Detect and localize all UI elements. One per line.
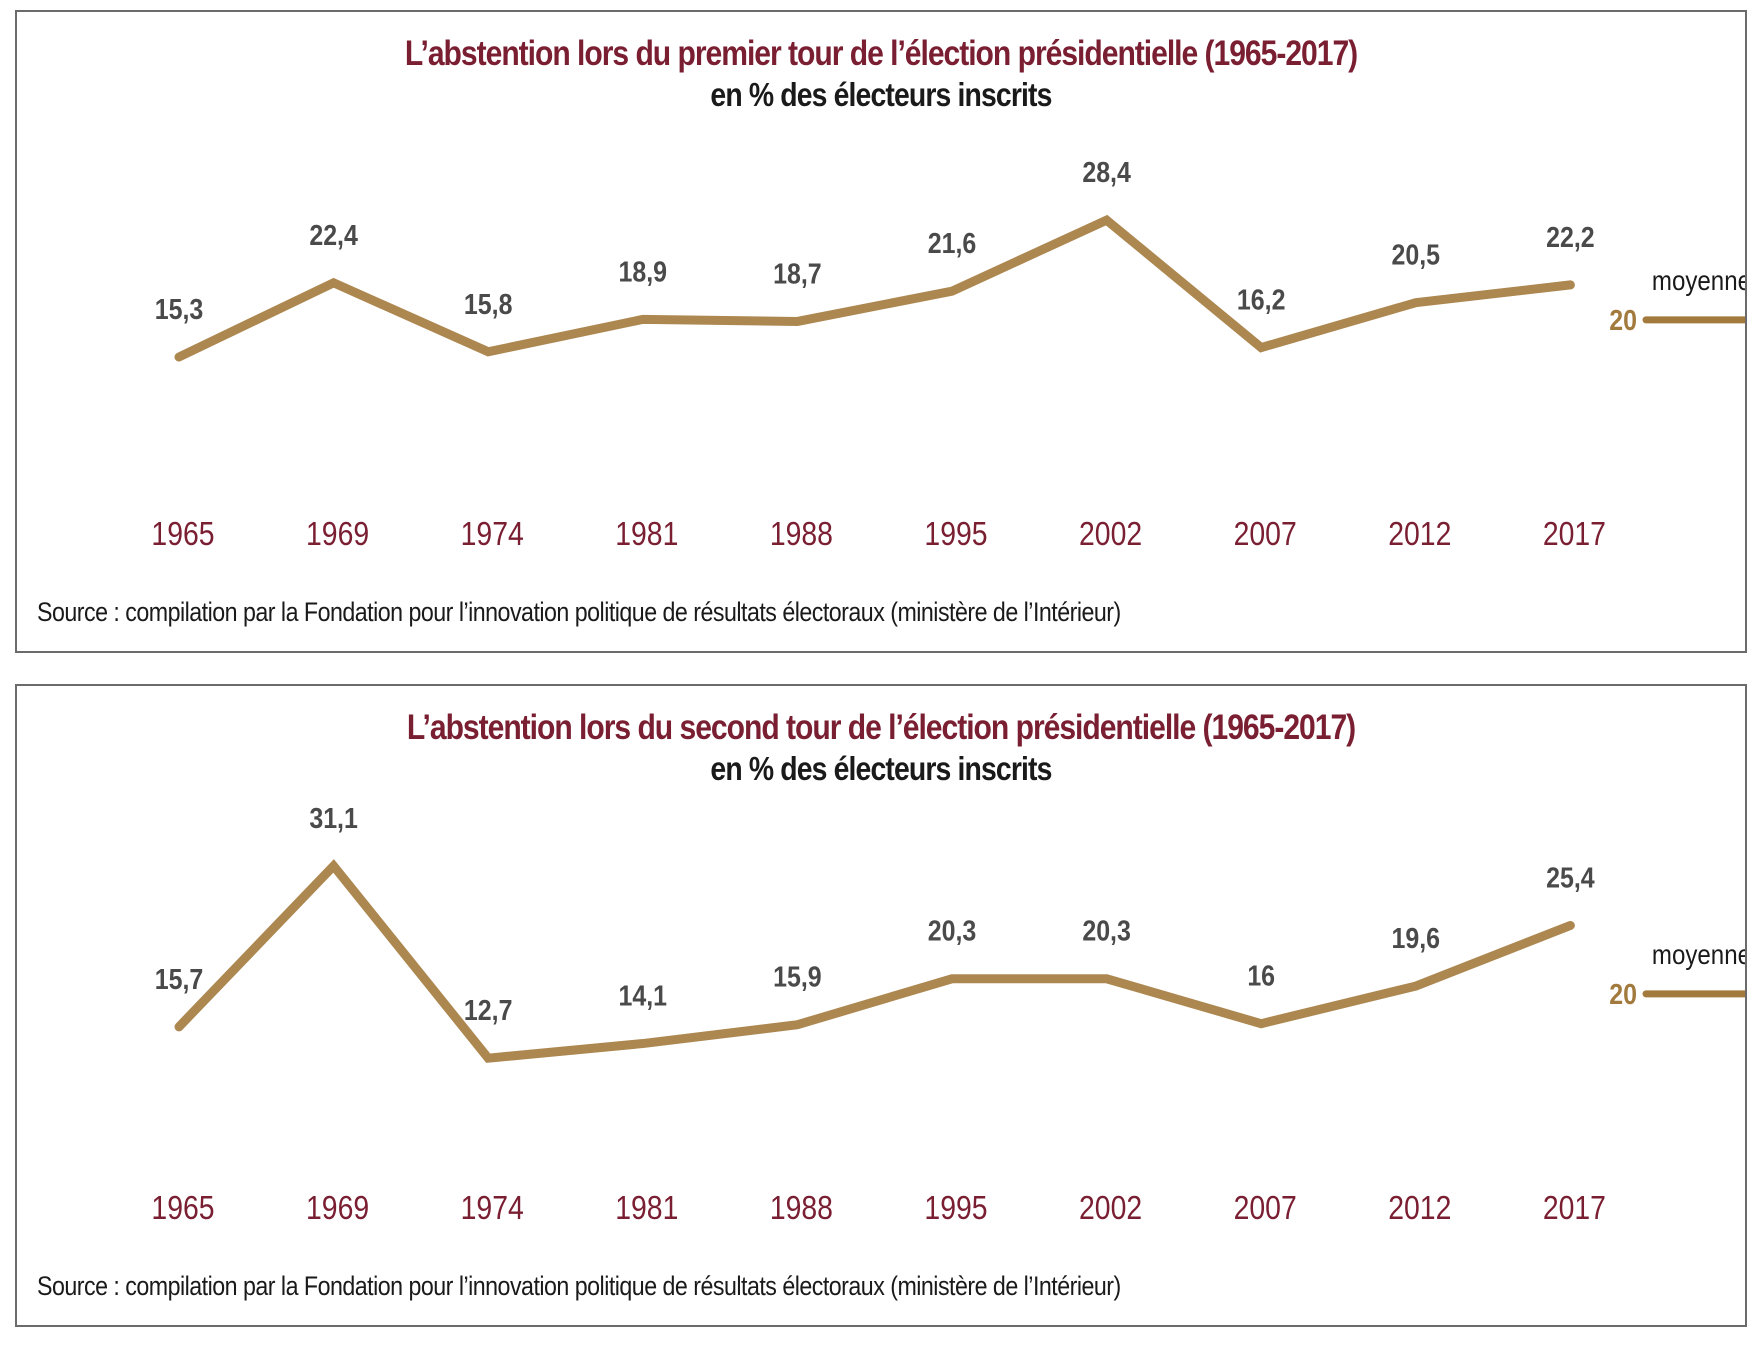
x-tick-label: 1969	[306, 1189, 369, 1227]
x-tick-label: 2012	[1388, 515, 1451, 553]
value-label: 20,3	[928, 915, 977, 947]
x-tick-label: 2017	[1543, 515, 1606, 553]
value-label: 15,8	[464, 288, 513, 320]
x-tick-label: 2012	[1388, 1189, 1451, 1227]
x-tick-label: 2002	[1079, 1189, 1142, 1227]
x-tick-label: 1965	[151, 1189, 214, 1227]
value-label: 16	[1247, 960, 1275, 992]
value-label: 20,3	[1082, 915, 1131, 947]
value-label: 22,2	[1546, 221, 1595, 253]
value-label: 15,7	[155, 963, 204, 995]
x-tick-label: 2007	[1234, 1189, 1297, 1227]
series-line	[174, 859, 1575, 1063]
value-label: 12,7	[464, 994, 513, 1026]
value-label: 28,4	[1082, 156, 1131, 188]
x-tick-label: 1974	[461, 515, 524, 553]
x-tick-label: 2017	[1543, 1189, 1606, 1227]
chart-title: L’abstention lors du premier tour de l’é…	[404, 34, 1358, 73]
source-note: Source : compilation par la Fondation po…	[37, 597, 1121, 627]
x-tick-label: 1974	[461, 1189, 524, 1227]
line-chart-second-round: 15,7 1965 31,1 1969 12,7 1974 14,1 1981 15,9 1988…	[151, 802, 1745, 1227]
average-value: 20	[1609, 304, 1637, 336]
average-value: 20	[1609, 978, 1637, 1010]
value-label: 15,3	[155, 293, 204, 325]
x-tick-label: 1969	[306, 515, 369, 553]
x-tick-label: 2002	[1079, 515, 1142, 553]
value-label: 21,6	[928, 227, 977, 259]
line-chart-first-round: 15,3 1965 22,4 1969 15,8 1974 18,9 1981 18,7 1988…	[151, 156, 1745, 553]
value-label: 31,1	[309, 802, 358, 834]
value-label: 19,6	[1392, 922, 1441, 954]
value-label: 18,9	[619, 256, 668, 288]
x-tick-label: 1981	[615, 515, 678, 553]
value-label: 15,9	[773, 961, 822, 993]
average-label: moyenne	[1652, 938, 1745, 970]
chart-subtitle: en % des électeurs inscrits	[710, 76, 1052, 113]
series-line	[174, 214, 1575, 362]
value-label: 22,4	[309, 219, 358, 251]
chart-panel-second-round: L’abstention lors du second tour de l’él…	[15, 684, 1747, 1327]
value-label: 14,1	[619, 980, 668, 1012]
average-label: moyenne	[1652, 264, 1745, 296]
value-label: 16,2	[1237, 284, 1286, 316]
x-tick-label: 1988	[770, 1189, 833, 1227]
value-label: 20,5	[1392, 239, 1441, 271]
chart-subtitle: en % des électeurs inscrits	[710, 750, 1052, 787]
value-label: 18,7	[773, 258, 822, 290]
x-tick-label: 2007	[1234, 515, 1297, 553]
chart-panel-first-round: L’abstention lors du premier tour de l’é…	[15, 10, 1747, 653]
x-tick-label: 1965	[151, 515, 214, 553]
x-tick-label: 1981	[615, 1189, 678, 1227]
value-label: 25,4	[1546, 862, 1595, 894]
x-tick-label: 1988	[770, 515, 833, 553]
source-note: Source : compilation par la Fondation po…	[37, 1271, 1121, 1301]
x-tick-label: 1995	[924, 1189, 987, 1227]
chart-title: L’abstention lors du second tour de l’él…	[406, 708, 1356, 747]
x-tick-label: 1995	[924, 515, 987, 553]
